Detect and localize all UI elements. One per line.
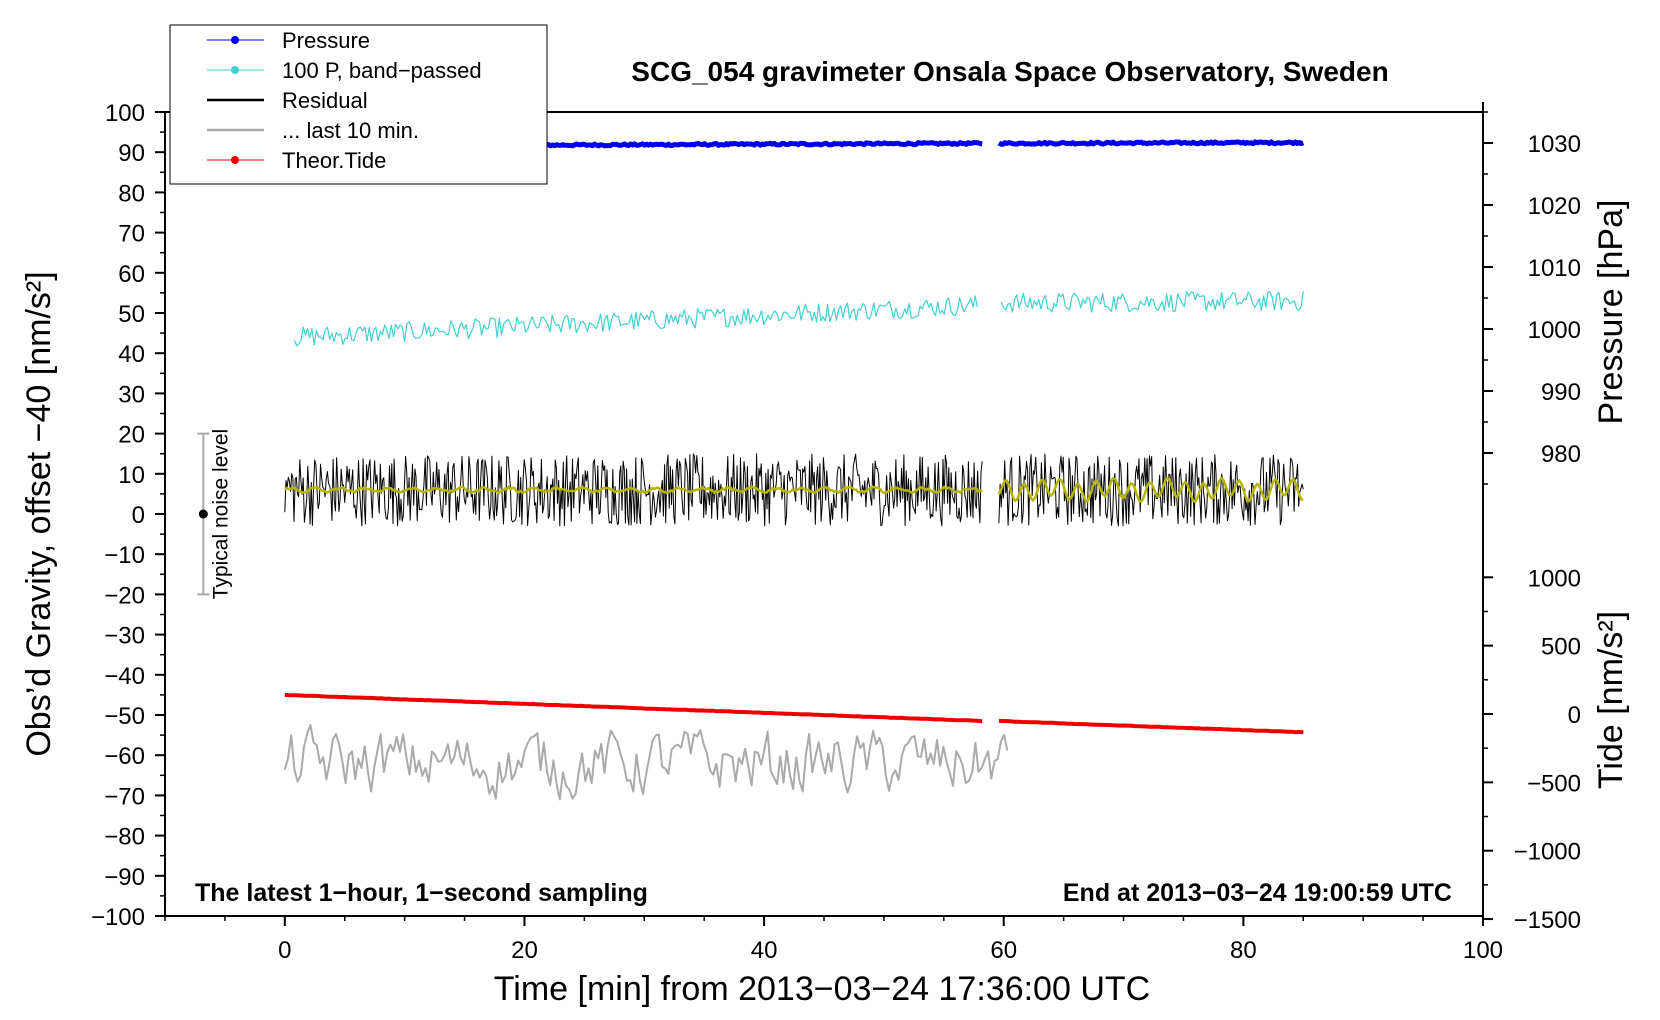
y-tick-label: 20 — [118, 422, 145, 449]
sampling-note: The latest 1−hour, 1−second sampling — [195, 879, 648, 907]
chart-title: SCG_054 gravimeter Onsala Space Observat… — [631, 56, 1388, 87]
y-tick-label: −30 — [104, 623, 145, 650]
noise-level-indicator — [197, 432, 210, 596]
tide-tick-label: −500 — [1527, 770, 1581, 797]
y-axis-pressure-title: Pressure [hPa] — [1592, 200, 1630, 425]
y-tick-label: −60 — [104, 743, 145, 770]
y-axis-left-title: Obs’d Gravity, offset −40 [nm/s²] — [20, 271, 58, 756]
y-axis-tide-title: Tide [nm/s²] — [1592, 611, 1630, 789]
legend-swatch-dot — [231, 66, 239, 74]
pressure-tick-label: 1030 — [1528, 131, 1581, 158]
noise-level-label: Typical noise level — [209, 429, 232, 599]
y-tick-label: 70 — [118, 221, 145, 248]
x-axis: 0 20 40 60 80 100 — [164, 916, 1503, 964]
y-axis-tide: 1000 500 0 −500 −1000 −1500 — [1483, 565, 1581, 934]
smoothed-residual-line — [997, 476, 1304, 504]
legend-swatch-dot — [231, 36, 239, 44]
y-tick-label: 50 — [118, 301, 145, 328]
y-tick-label: −70 — [104, 783, 145, 810]
tide-tick-label: 500 — [1541, 634, 1581, 661]
tide-tick-label: −1000 — [1514, 839, 1581, 866]
y-tick-label: −80 — [104, 824, 145, 851]
y-tick-label: −50 — [104, 703, 145, 730]
y-tick-label: 10 — [118, 462, 145, 489]
y-tick-label: 60 — [118, 261, 145, 288]
legend-swatch-dot — [231, 156, 239, 164]
legend-label: Theor.Tide — [282, 148, 386, 173]
noise-bar-center-dot — [198, 509, 208, 519]
legend-label: ... last 10 min. — [282, 118, 419, 143]
x-tick-label: 80 — [1230, 937, 1257, 964]
legend-label: 100 P, band−passed — [282, 58, 482, 83]
series-line — [284, 692, 983, 724]
x-tick-label: 0 — [278, 937, 291, 964]
pressure-tick-label: 1010 — [1528, 255, 1581, 282]
x-tick-label: 60 — [990, 937, 1017, 964]
y-tick-label: 80 — [118, 180, 145, 207]
series-layer — [283, 139, 1305, 801]
x-tick-label: 100 — [1463, 937, 1503, 964]
y-tick-label: −100 — [91, 904, 145, 931]
pressure-tick-label: 1000 — [1528, 317, 1581, 344]
y-tick-label: 0 — [132, 502, 145, 529]
legend: Pressure 100 P, band−passed Residual ... la… — [169, 24, 548, 185]
y-axis-left: 1009080706050403020100−10−20−30−40−50−60… — [91, 100, 165, 931]
tide-tick-label: 0 — [1568, 702, 1581, 729]
legend-label: Pressure — [282, 28, 370, 53]
plot-frame — [164, 111, 1484, 917]
series-line — [293, 295, 978, 347]
series-line — [998, 718, 1304, 735]
pressure-tick-label: 980 — [1541, 441, 1581, 468]
y-tick-label: −20 — [104, 582, 145, 609]
y-tick-label: −90 — [104, 864, 145, 891]
pressure-tick-label: 990 — [1541, 379, 1581, 406]
series-line — [1000, 291, 1304, 313]
y-tick-label: −40 — [104, 663, 145, 690]
series-line — [997, 139, 1305, 147]
x-axis-title: Time [min] from 2013−03−24 17:36:00 UTC — [494, 970, 1150, 1008]
y-tick-label: 30 — [118, 381, 145, 408]
y-axis-pressure: 1030 1020 1010 1000 990 980 — [1482, 102, 1581, 485]
smoothed-residual-line — [284, 485, 983, 495]
y-tick-label: −10 — [104, 542, 145, 569]
y-tick-label: 40 — [118, 341, 145, 368]
tide-tick-label: 1000 — [1528, 565, 1581, 592]
series-line — [283, 723, 1009, 801]
series-line — [284, 453, 983, 527]
x-tick-label: 40 — [751, 937, 778, 964]
end-time-note: End at 2013−03−24 19:00:59 UTC — [1063, 879, 1452, 907]
pressure-tick-label: 1020 — [1528, 193, 1581, 220]
series-line — [998, 453, 1304, 527]
tide-tick-label: −1500 — [1514, 907, 1581, 934]
x-tick-label: 20 — [511, 937, 538, 964]
legend-label: Residual — [282, 88, 368, 113]
y-tick-label: 90 — [118, 140, 145, 167]
y-tick-label: 100 — [105, 100, 145, 127]
